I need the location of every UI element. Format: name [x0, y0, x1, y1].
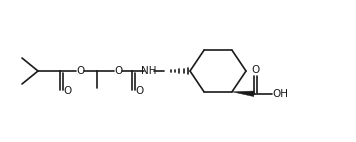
Text: NH: NH: [141, 66, 157, 76]
Text: O: O: [114, 66, 122, 76]
Text: OH: OH: [272, 89, 288, 99]
Text: O: O: [76, 66, 84, 76]
Text: O: O: [251, 65, 259, 75]
Polygon shape: [232, 91, 254, 97]
Text: O: O: [63, 86, 71, 96]
Text: O: O: [135, 86, 143, 96]
